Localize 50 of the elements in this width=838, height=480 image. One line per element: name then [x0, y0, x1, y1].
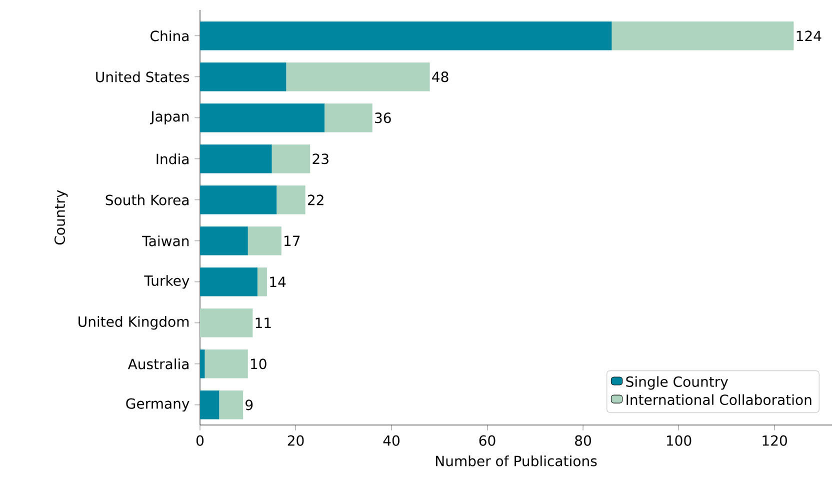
bar	[248, 226, 282, 256]
x-tick-label: 60	[479, 435, 496, 446]
y-tick-label: Australia	[128, 358, 188, 370]
x-tick-label: 80	[575, 435, 591, 446]
y-tick-label: Germany	[126, 398, 190, 412]
bar	[200, 226, 248, 256]
y-tick-label: Taiwan	[142, 235, 189, 246]
y-tick-label: India	[156, 153, 188, 164]
bar	[200, 390, 220, 420]
x-axis-title: Number of Publications	[436, 455, 597, 466]
y-axis-title: Country	[54, 190, 68, 245]
bar	[257, 268, 268, 296]
total-label: 48	[432, 72, 448, 82]
total-label: 11	[256, 318, 271, 328]
bar	[272, 144, 310, 174]
y-tick-label: China	[150, 30, 188, 42]
bar	[200, 62, 286, 92]
total-label: 10	[251, 358, 266, 370]
y-tick-label: United States	[96, 71, 190, 82]
bar	[200, 268, 258, 296]
y-tick-label: United Kingdom	[78, 316, 189, 330]
bar	[612, 21, 794, 50]
bar	[200, 21, 612, 50]
total-label: 23	[312, 154, 328, 164]
x-tick-label: 40	[383, 435, 400, 446]
y-tick-label: Turkey	[144, 275, 190, 289]
total-label: 17	[284, 236, 300, 246]
bar	[286, 62, 430, 92]
x-tick-label: 100	[666, 435, 692, 446]
legend-label: Single Country	[626, 376, 728, 390]
bar	[204, 350, 248, 378]
bar	[219, 390, 244, 420]
bar	[200, 308, 253, 338]
total-label: 14	[270, 276, 286, 287]
bar	[324, 104, 372, 132]
total-label: 124	[796, 30, 822, 42]
legend-label: International Collaboration	[626, 394, 812, 406]
total-label: 22	[308, 194, 324, 206]
x-tick-label: 20	[288, 435, 304, 446]
y-tick-label: South Korea	[106, 194, 188, 206]
y-tick-label: Japan	[150, 111, 189, 124]
x-tick-label: 0	[196, 435, 204, 446]
bar	[276, 186, 306, 214]
total-label: 9	[246, 400, 253, 410]
bar	[200, 144, 272, 174]
total-label: 36	[375, 112, 391, 124]
bar	[200, 350, 205, 378]
bar	[200, 186, 277, 214]
x-tick-label: 120	[762, 435, 787, 446]
bar	[200, 104, 324, 132]
